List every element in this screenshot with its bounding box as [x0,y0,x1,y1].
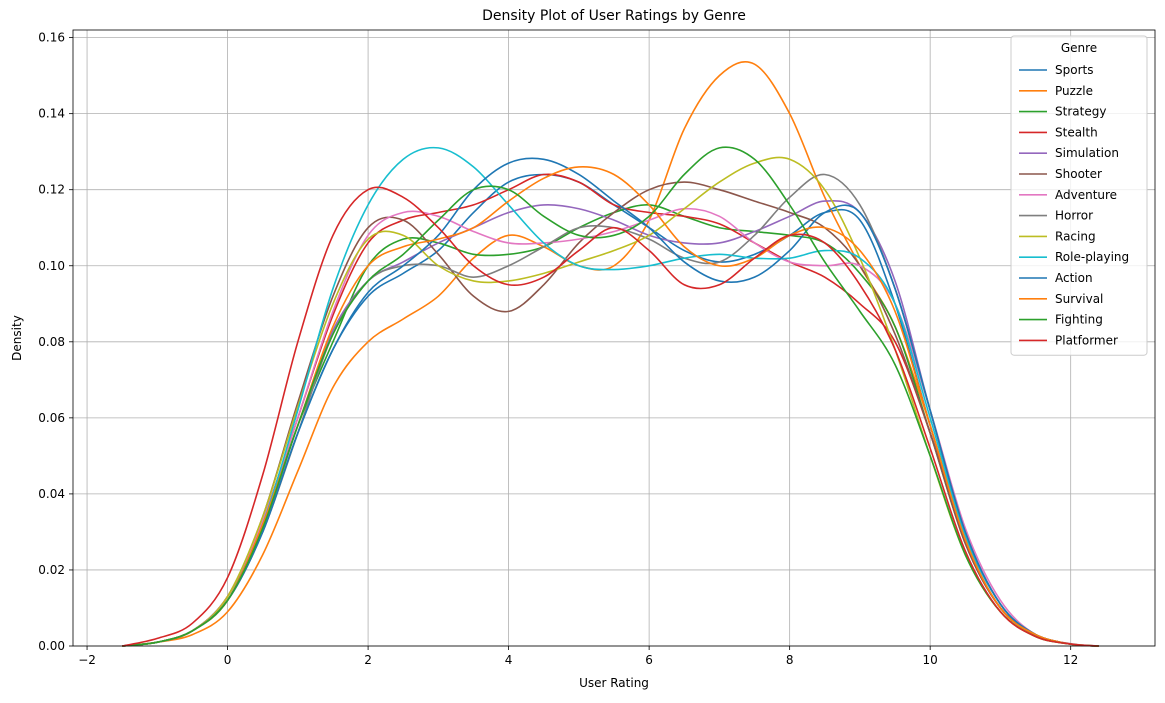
legend-label-platformer: Platformer [1055,333,1118,347]
x-tick-label: 0 [224,653,232,667]
legend: Genre Sports Puzzle Strategy Stealth Simulat… [1010,35,1148,356]
plot-frame [72,29,1156,647]
x-tick-label: 4 [505,653,513,667]
legend-label-action: Action [1055,271,1093,285]
y-tick-label: 0.06 [38,411,65,425]
y-tick-label: 0.12 [38,183,65,197]
series-layer [122,61,1099,647]
y-tick-label: 0.14 [38,107,65,121]
x-tick-label: −2 [78,653,96,667]
series-line-fighting [122,146,1099,647]
series-line-survival [122,165,1099,647]
legend-label-sports: Sports [1055,63,1093,77]
series-line-racing [122,156,1099,647]
legend-label-simulation: Simulation [1055,146,1119,160]
ticks-layer: −2 0 2 4 6 8 10 12 0.00 0.02 0.04 0.06 0.08 0.10 0.12 0… [38,31,1078,667]
series-line-action [122,157,1099,647]
x-tick-label: 10 [923,653,938,667]
series-line-platformer [122,186,1099,647]
y-axis-label: Density [10,315,24,361]
legend-title: Genre [1061,41,1097,55]
legend-label-horror: Horror [1055,209,1093,223]
series-line-sports [122,173,1099,647]
legend-label-puzzle: Puzzle [1055,84,1093,98]
y-tick-label: 0.04 [38,487,65,501]
x-tick-label: 8 [786,653,794,667]
y-tick-label: 0.16 [38,31,65,45]
series-line-puzzle [122,61,1099,647]
y-tick-label: 0.08 [38,335,65,349]
series-line-stealth [122,173,1099,647]
legend-box [1010,35,1148,356]
series-line-role-playing [122,146,1099,647]
legend-label-stealth: Stealth [1055,125,1098,139]
y-tick-label: 0.10 [38,259,65,273]
x-tick-label: 12 [1063,653,1078,667]
legend-label-fighting: Fighting [1055,313,1103,327]
y-tick-label: 0.00 [38,639,65,653]
legend-label-racing: Racing [1055,229,1096,243]
legend-label-survival: Survival [1055,292,1103,306]
x-tick-label: 6 [645,653,653,667]
series-line-adventure [122,207,1099,647]
y-tick-label: 0.02 [38,563,65,577]
series-line-horror [122,173,1099,647]
legend-label-role-playing: Role-playing [1055,250,1129,264]
legend-label-shooter: Shooter [1055,167,1102,181]
chart-title: Density Plot of User Ratings by Genre [482,8,746,24]
legend-label-strategy: Strategy [1055,105,1106,119]
series-line-strategy [122,204,1099,647]
x-tick-label: 2 [364,653,372,667]
legend-items: Sports Puzzle Strategy Stealth Simulation Sho… [1019,63,1129,347]
legend-label-adventure: Adventure [1055,188,1117,202]
x-axis-label: User Rating [579,676,649,690]
grid-layer [73,30,1155,647]
